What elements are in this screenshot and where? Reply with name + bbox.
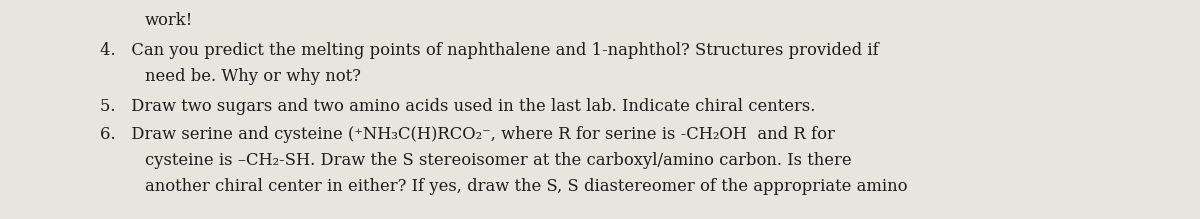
Text: 4.   Can you predict the melting points of naphthalene and 1-naphthol? Structure: 4. Can you predict the melting points of…	[100, 42, 878, 59]
Text: 6.   Draw serine and cysteine (⁺NH₃C(H)RCO₂⁻, where R for serine is -CH₂OH  and : 6. Draw serine and cysteine (⁺NH₃C(H)RCO…	[100, 126, 835, 143]
Text: need be. Why or why not?: need be. Why or why not?	[145, 68, 361, 85]
Text: another chiral center in either? If yes, draw the S, S diastereomer of the appro: another chiral center in either? If yes,…	[145, 178, 907, 195]
Text: cysteine is –CH₂-SH. Draw the S stereoisomer at the carboxyl/amino carbon. Is th: cysteine is –CH₂-SH. Draw the S stereois…	[145, 152, 852, 169]
Text: work!: work!	[145, 12, 193, 29]
Text: 5.   Draw two sugars and two amino acids used in the last lab. Indicate chiral c: 5. Draw two sugars and two amino acids u…	[100, 98, 815, 115]
